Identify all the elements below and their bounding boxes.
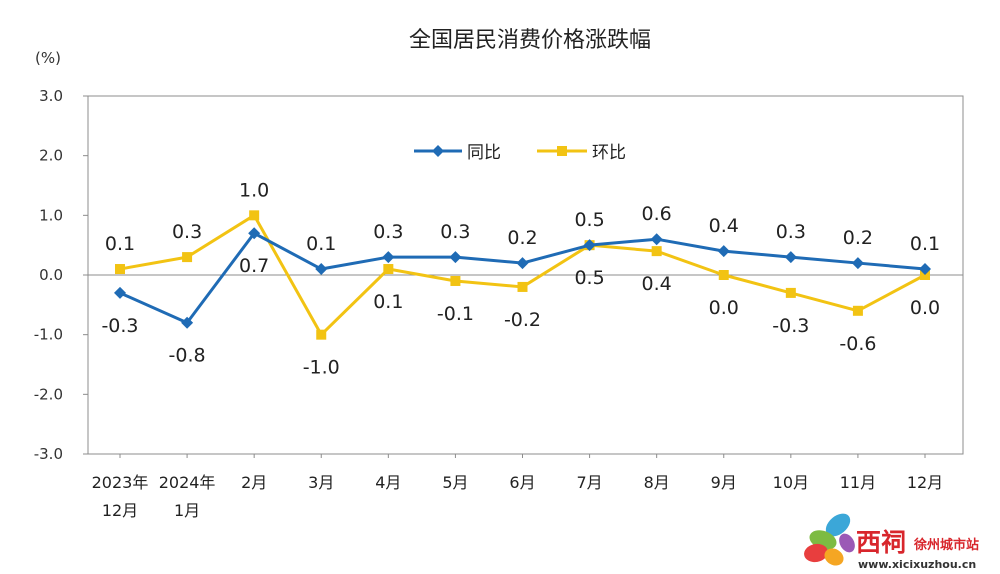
legend-item-yoy: 同比: [414, 143, 501, 163]
data-point-yoy: [114, 286, 126, 299]
data-label-yoy: -0.8: [169, 345, 206, 367]
data-label-mom: -0.3: [772, 315, 809, 337]
data-label-yoy: 0.5: [574, 209, 604, 231]
x-tick-label: 7月: [576, 473, 602, 492]
data-label-mom: -0.2: [504, 309, 541, 331]
watermark: 西祠 徐州城市站 www.xicixuzhou.cn: [804, 513, 979, 571]
data-label-mom: 0.4: [642, 273, 672, 295]
data-label-yoy: 0.7: [239, 255, 269, 277]
y-tick-label: 3.0: [39, 87, 63, 105]
x-tick-label: 2023年: [92, 473, 149, 492]
data-labels: -0.3 -0.8 0.7 0.1 0.3 0.3 0.2 0.5 0.6 0.4 0.3 0.2 0.…: [101, 179, 940, 378]
legend-square-marker: [557, 146, 567, 156]
data-point-yoy: [851, 257, 864, 270]
data-label-yoy: 0.2: [507, 227, 537, 249]
watermark-url: www.xicixuzhou.cn: [858, 558, 976, 571]
legend-label-mom: 环比: [592, 143, 626, 163]
legend-diamond-marker: [432, 145, 444, 157]
data-label-mom: -0.1: [437, 303, 474, 325]
y-axis: 3.0 2.0 1.0 0.0 -1.0 -2.0 -3.0: [34, 87, 88, 463]
y-tick-label: 2.0: [39, 147, 63, 165]
data-point-yoy: [315, 263, 328, 276]
y-tick-label: 1.0: [39, 206, 63, 224]
data-label-mom: -0.6: [839, 333, 876, 355]
x-tick-label: 4月: [375, 473, 401, 492]
data-point-mom: [651, 246, 662, 257]
x-tick-label: 6月: [509, 473, 535, 492]
data-point-yoy: [784, 251, 797, 264]
watermark-flower-icon: [804, 513, 855, 566]
data-point-yoy: [449, 251, 462, 264]
data-point-yoy: [650, 233, 663, 246]
data-label-yoy: 0.3: [440, 221, 470, 243]
legend-label-yoy: 同比: [467, 143, 501, 163]
data-point-yoy: [382, 251, 395, 264]
data-point-mom: [115, 264, 125, 275]
y-unit-label: (%): [35, 49, 61, 67]
data-point-yoy: [516, 257, 529, 270]
data-label-yoy: 0.6: [642, 203, 672, 225]
data-label-mom: 0.1: [105, 233, 135, 255]
x-tick-label-line2: 12月: [102, 501, 138, 520]
data-point-mom: [852, 305, 863, 316]
y-tick-label: -1.0: [34, 326, 63, 344]
data-point-yoy: [181, 316, 194, 329]
data-point-yoy: [919, 263, 931, 276]
x-tick-label: 2月: [241, 473, 267, 492]
data-label-yoy: 0.1: [306, 233, 336, 255]
chart-title: 全国居民消费价格涨跌幅: [409, 28, 651, 53]
data-label-yoy: 0.3: [776, 221, 806, 243]
data-label-mom: 0.1: [373, 291, 403, 313]
data-label-yoy: -0.3: [101, 315, 138, 337]
x-tick-label: 2024年: [159, 473, 216, 492]
x-tick-label-line2: 1月: [174, 501, 200, 520]
data-label-mom: 1.0: [239, 179, 269, 201]
series-layer: [114, 210, 931, 340]
data-point-mom: [718, 270, 729, 280]
data-label-mom: 0.0: [709, 297, 739, 319]
data-label-mom: 0.3: [172, 221, 202, 243]
x-tick-label: 5月: [442, 473, 468, 492]
data-label-yoy: 0.4: [709, 215, 739, 237]
data-point-mom: [316, 329, 327, 340]
data-point-yoy: [248, 227, 261, 240]
legend: 同比 环比: [414, 143, 626, 163]
data-label-mom: 0.0: [910, 297, 940, 319]
legend-item-mom: 环比: [537, 143, 626, 163]
x-tick-label: 8月: [644, 473, 670, 492]
watermark-brand: 西祠: [856, 528, 906, 557]
x-tick-label: 3月: [308, 473, 334, 492]
x-axis: 2023年 12月 2024年 1月 2月 3月 4月 5月 6月 7月 8月 9月 10月 11月 12月: [92, 454, 943, 520]
y-tick-label: -3.0: [34, 445, 63, 463]
data-point-yoy: [717, 245, 730, 258]
data-point-mom: [785, 287, 796, 298]
x-tick-label: 10月: [773, 473, 809, 492]
x-tick-label: 9月: [711, 473, 737, 492]
data-point-mom: [182, 252, 193, 263]
y-tick-label: 0.0: [39, 266, 63, 284]
data-label-mom: -1.0: [303, 357, 340, 379]
data-label-yoy: 0.3: [373, 221, 403, 243]
data-point-mom: [450, 275, 461, 286]
data-point-yoy: [583, 239, 596, 252]
data-label-yoy: 0.2: [843, 227, 873, 249]
watermark-site: 徐州城市站: [913, 537, 979, 553]
x-tick-label: 11月: [840, 473, 876, 492]
data-point-mom: [517, 281, 528, 292]
x-tick-label: 12月: [907, 473, 943, 492]
data-point-mom: [249, 210, 260, 221]
data-point-mom: [383, 264, 394, 275]
y-tick-label: -2.0: [34, 385, 63, 403]
data-label-mom: 0.5: [574, 267, 604, 289]
data-label-yoy: 0.1: [910, 233, 940, 255]
